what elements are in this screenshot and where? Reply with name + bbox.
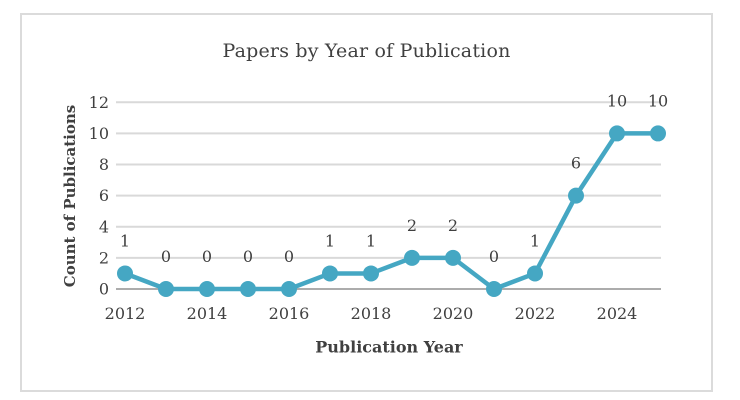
x-tick-label: 2012: [105, 304, 146, 323]
data-point-label: 1: [120, 231, 130, 250]
data-point-marker: [117, 265, 133, 282]
data-point-marker: [240, 281, 256, 297]
y-tick-label: 10: [89, 124, 109, 143]
data-point-label: 2: [407, 216, 417, 235]
y-tick-label: 4: [99, 217, 109, 236]
x-axis-title: Publication Year: [315, 337, 463, 357]
data-point-marker: [650, 125, 666, 142]
data-point-label: 0: [284, 247, 294, 266]
data-point-label: 0: [243, 247, 253, 266]
data-point-marker: [281, 281, 297, 297]
y-tick-label: 0: [99, 280, 109, 299]
x-tick-label: 2016: [269, 304, 310, 323]
data-point-marker: [486, 281, 502, 297]
data-point-label: 1: [325, 231, 335, 250]
data-point-marker: [568, 187, 584, 204]
data-point-marker: [445, 249, 461, 266]
data-point-label: 1: [530, 231, 540, 250]
data-point-marker: [527, 265, 543, 282]
x-tick-label: 2014: [187, 304, 228, 323]
chart-title: Papers by Year of Publication: [222, 40, 511, 62]
y-tick-label: 12: [89, 93, 109, 112]
chart-frame: [20, 13, 713, 392]
data-point-label: 0: [202, 247, 212, 266]
data-point-marker: [404, 249, 420, 266]
data-point-label: 2: [448, 216, 458, 235]
data-point-label: 1: [366, 231, 376, 250]
y-tick-label: 2: [99, 248, 109, 267]
data-point-marker: [363, 265, 379, 282]
x-tick-label: 2020: [433, 304, 474, 323]
data-point-label: 10: [607, 91, 627, 110]
x-tick-label: 2022: [515, 304, 556, 323]
data-point-label: 10: [648, 91, 668, 110]
data-point-label: 0: [489, 247, 499, 266]
x-tick-label: 2024: [597, 304, 638, 323]
x-tick-label: 2018: [351, 304, 392, 323]
data-point-marker: [609, 125, 625, 142]
data-point-marker: [158, 281, 174, 297]
y-tick-label: 6: [99, 186, 109, 205]
y-tick-label: 8: [99, 155, 109, 174]
data-point-label: 0: [161, 247, 171, 266]
data-point-marker: [322, 265, 338, 282]
data-point-label: 6: [571, 154, 581, 173]
data-point-marker: [199, 281, 215, 297]
